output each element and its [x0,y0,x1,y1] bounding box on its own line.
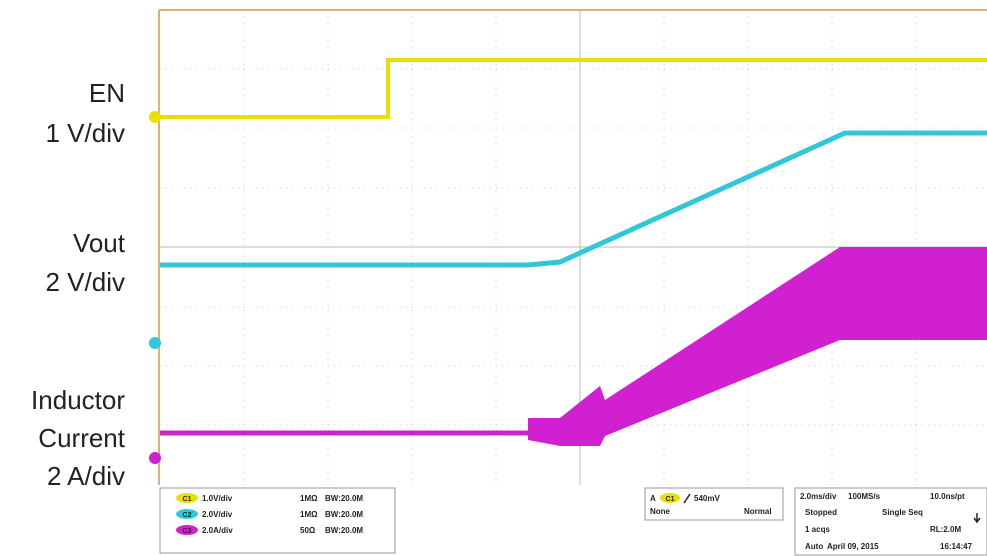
auto: Auto [805,542,823,551]
bandwidth: BW:20.0M [325,526,363,535]
badge: C1 [183,496,192,503]
date: April 09, 2015 [827,542,879,551]
label: 2 A/div [47,461,125,491]
ch2-marker [149,337,161,349]
label: EN [89,78,125,108]
bandwidth: BW:20.0M [325,510,363,519]
status-bar: C1 C2 C3 1.0V/div 2.0V/div 2.0A/div 1MΩ … [159,487,987,556]
trigger-level: 540mV [694,494,720,503]
bandwidth: BW:20.0M [325,494,363,503]
scale: 2.0A/div [202,526,233,535]
trigger-source: A [650,494,656,503]
label: Current [38,423,125,453]
run-mode: Single Seq [882,508,923,517]
scale: 2.0V/div [202,510,233,519]
time: 16:14:47 [940,542,973,551]
vout-trace [160,130,987,268]
il-envelope [528,247,987,446]
state: Stopped [805,508,837,517]
ch3-marker [149,452,161,464]
impedance: 1MΩ [300,494,318,503]
record-length: RL:2.0M [930,525,961,534]
label: Inductor [31,385,125,415]
badge: C1 [666,496,675,503]
impedance: 50Ω [300,526,316,535]
trigger-delay: None [650,507,671,516]
en-trace [160,58,987,119]
trigger-mode: Normal [744,507,772,516]
badge: C2 [183,512,192,519]
scale: 1.0V/div [202,494,233,503]
badge: C3 [183,528,192,535]
label: 1 V/div [46,118,126,148]
impedance: 1MΩ [300,510,318,519]
resolution: 10.0ns/pt [930,492,965,501]
label: Vout [73,228,126,258]
ch1-marker [149,111,161,123]
label: 2 V/div [46,267,126,297]
sample-rate: 100MS/s [848,492,881,501]
acqs: 1 acqs [805,525,830,534]
timebase: 2.0ms/div [800,492,837,501]
